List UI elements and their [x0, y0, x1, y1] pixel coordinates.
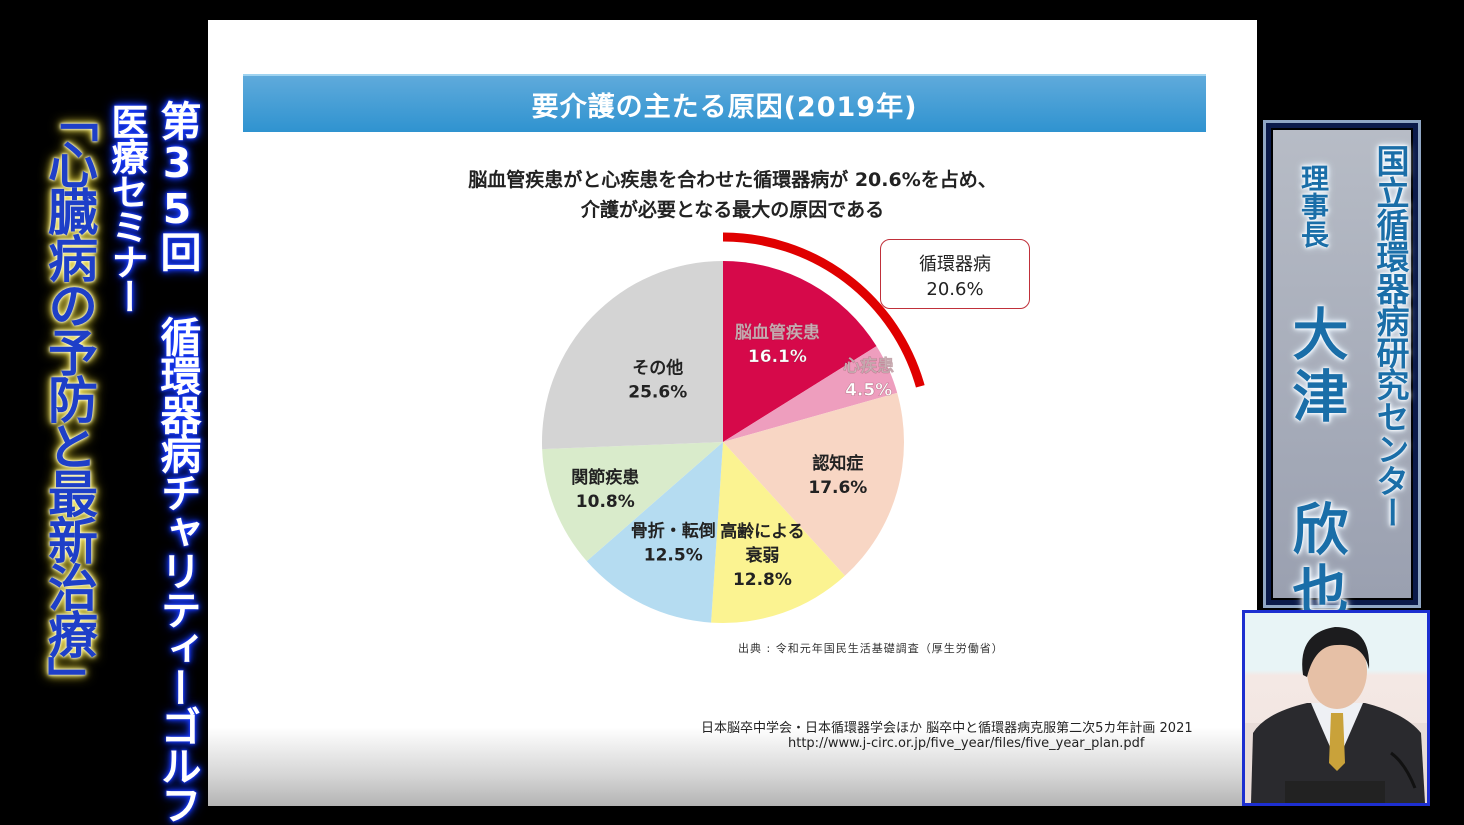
- tie: [1329, 713, 1345, 771]
- subtitle-line-2: 介護が必要となる最大の原因である: [580, 199, 885, 221]
- chart-source: 出典 : 令和元年国民生活基礎調査（厚生労働省）: [738, 642, 1004, 655]
- pie-slice: [542, 261, 723, 450]
- reference-citation: 日本脳卒中学会・日本循環器学会ほか 脳卒中と循環器病克服第二次5カ年計画 202…: [701, 721, 1193, 736]
- slide-title-bar: 要介護の主たる原因(2019年): [243, 74, 1206, 132]
- name-panel-inner: 国立循環器病研究センター 理事長 大津 欣也: [1271, 128, 1413, 624]
- pie-chart: 脳血管疾患 16.1% 心疾患 4.5% 認知症 17.6%高齢による衰弱 12.8%骨折・…: [542, 232, 925, 623]
- presentation-slide: 要介護の主たる原因(2019年) 脳血管疾患がと心疾患を合わせた循環器病が 20…: [208, 20, 1257, 806]
- speaker-name-panel: 国立循環器病研究センター 理事長 大津 欣也: [1263, 120, 1421, 624]
- speaker-video: [1242, 610, 1430, 806]
- pie-slice: [542, 442, 723, 562]
- highlight-arc: [722, 232, 925, 388]
- hair: [1302, 627, 1370, 677]
- speaker-name: 大津 欣也: [1283, 305, 1348, 624]
- slide-title: 要介護の主たる原因(2019年): [531, 91, 918, 123]
- callout-value: 20.6%: [926, 279, 984, 300]
- pie-slice: [723, 392, 904, 576]
- slice-label: 認知症 17.6%: [808, 453, 867, 498]
- speaker-role: 理事長: [1297, 164, 1330, 248]
- pie-slice: [586, 442, 723, 623]
- slice-label: 心疾患 4.5%: [843, 356, 894, 401]
- pie-slice: [723, 346, 898, 442]
- speaker-organization: 国立循環器病研究センター: [1371, 144, 1410, 528]
- slice-label: 高齢による衰弱 12.8%: [720, 521, 805, 590]
- event-caption: 第35回 循環器病チャリティーゴルフ: [153, 100, 201, 823]
- pie-slice: [711, 442, 845, 623]
- callout-label: 循環器病: [919, 254, 991, 275]
- face: [1307, 633, 1367, 709]
- podium: [1285, 781, 1385, 803]
- slice-label: 脳血管疾患 16.1%: [735, 322, 820, 367]
- reference-url: http://www.j-circ.or.jp/five_year/files/…: [788, 736, 1145, 751]
- subtitle-line-1: 脳血管疾患がと心疾患を合わせた循環器病が 20.6%を占め、: [468, 169, 997, 191]
- topic-caption: 「心臓病の予防と最新治療」: [40, 92, 98, 703]
- seminar-caption: 医療セミナー: [105, 103, 148, 313]
- highlight-callout: 循環器病 20.6%: [880, 239, 1030, 309]
- pie-slice: [723, 261, 877, 442]
- slice-label: 骨折・転倒 12.5%: [631, 521, 716, 566]
- slide-subtitle: 脳血管疾患がと心疾患を合わせた循環器病が 20.6%を占め、 介護が必要となる最…: [208, 165, 1257, 225]
- speaker-image: [1245, 627, 1427, 803]
- slice-label: その他 25.6%: [628, 357, 687, 402]
- microphone: [1390, 751, 1417, 789]
- slice-label: 関節疾患 10.8%: [571, 467, 639, 512]
